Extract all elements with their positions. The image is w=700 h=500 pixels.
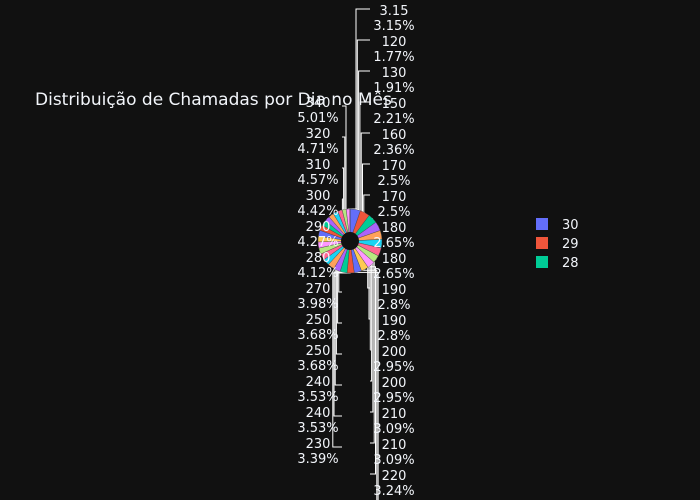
- slice-value-label-24: 270: [306, 282, 331, 297]
- slice-percent-label-6: 2.5%: [377, 174, 410, 189]
- slice-value-label-7: 170: [382, 190, 407, 205]
- slice-value-label-14: 210: [382, 407, 407, 422]
- slice-value-label-1: 3.15: [380, 4, 409, 19]
- slice-value-label-16: 220: [382, 469, 407, 484]
- slice-value-label-20: 240: [306, 406, 331, 421]
- slice-percent-label-24: 3.98%: [297, 297, 338, 312]
- slice-value-label-8: 180: [382, 221, 407, 236]
- slice-value-label-25: 280: [306, 251, 331, 266]
- slice-percent-label-5: 2.36%: [373, 143, 414, 158]
- slice-percent-label-30: 5.01%: [297, 111, 338, 126]
- slice-percent-label-16: 3.24%: [373, 484, 414, 499]
- slice-percent-label-11: 2.8%: [377, 329, 410, 344]
- slice-value-label-2: 120: [382, 35, 407, 50]
- pie-hole: [341, 232, 359, 250]
- legend-swatch-28[interactable]: [536, 256, 548, 268]
- slice-percent-label-19: 3.39%: [297, 452, 338, 467]
- slice-percent-label-27: 4.42%: [297, 204, 338, 219]
- slice-value-label-5: 160: [382, 128, 407, 143]
- legend: 30 29 28: [536, 218, 579, 271]
- slice-percent-label-23: 3.68%: [297, 328, 338, 343]
- slice-labels: 3405.01%3204.71%3104.57%3004.42%2904.27%…: [297, 4, 414, 499]
- slice-percent-label-8: 2.65%: [373, 236, 414, 251]
- slice-value-label-15: 210: [382, 438, 407, 453]
- slice-value-label-12: 200: [382, 345, 407, 360]
- slice-percent-label-22: 3.68%: [297, 359, 338, 374]
- slice-value-label-26: 290: [306, 220, 331, 235]
- legend-label-30[interactable]: 30: [562, 218, 579, 233]
- chart-title: Distribuição de Chamadas por Dia no Mês: [35, 90, 392, 110]
- slice-percent-label-4: 2.21%: [373, 112, 414, 127]
- slice-percent-label-13: 2.95%: [373, 391, 414, 406]
- slice-value-label-11: 190: [382, 314, 407, 329]
- slice-value-label-21: 240: [306, 375, 331, 390]
- legend-swatch-29[interactable]: [536, 237, 548, 249]
- slice-percent-label-7: 2.5%: [377, 205, 410, 220]
- slice-value-label-27: 300: [306, 189, 331, 204]
- slice-value-label-6: 170: [382, 159, 407, 174]
- legend-swatch-30[interactable]: [536, 218, 548, 230]
- legend-label-29[interactable]: 29: [562, 237, 579, 252]
- slice-percent-label-26: 4.27%: [297, 235, 338, 250]
- slice-percent-label-21: 3.53%: [297, 390, 338, 405]
- slice-value-label-28: 310: [306, 158, 331, 173]
- slice-value-label-29: 320: [306, 127, 331, 142]
- slice-percent-label-14: 3.09%: [373, 422, 414, 437]
- slice-percent-label-25: 4.12%: [297, 266, 338, 281]
- slice-value-label-9: 180: [382, 252, 407, 267]
- slice-percent-label-3: 1.91%: [373, 81, 414, 96]
- leader-line-18: [343, 271, 379, 500]
- slice-percent-label-2: 1.77%: [373, 50, 414, 65]
- slice-percent-label-12: 2.95%: [373, 360, 414, 375]
- leader-line-19: [332, 272, 351, 448]
- slice-percent-label-15: 3.09%: [373, 453, 414, 468]
- slice-percent-label-29: 4.71%: [297, 142, 338, 157]
- slice-value-label-13: 200: [382, 376, 407, 391]
- slice-percent-label-20: 3.53%: [297, 421, 338, 436]
- slice-percent-label-1: 3.15%: [373, 19, 414, 34]
- slice-value-label-30: 340: [306, 96, 331, 111]
- slice-value-label-19: 230: [306, 437, 331, 452]
- slice-percent-label-9: 2.65%: [373, 267, 414, 282]
- slice-value-label-22: 250: [306, 344, 331, 359]
- slice-value-label-23: 250: [306, 313, 331, 328]
- slice-value-label-10: 190: [382, 283, 407, 298]
- slice-value-label-3: 130: [382, 66, 407, 81]
- slice-value-label-4: 150: [382, 97, 407, 112]
- slice-percent-label-28: 4.57%: [297, 173, 338, 188]
- slice-percent-label-10: 2.8%: [377, 298, 410, 313]
- legend-label-28[interactable]: 28: [562, 256, 579, 271]
